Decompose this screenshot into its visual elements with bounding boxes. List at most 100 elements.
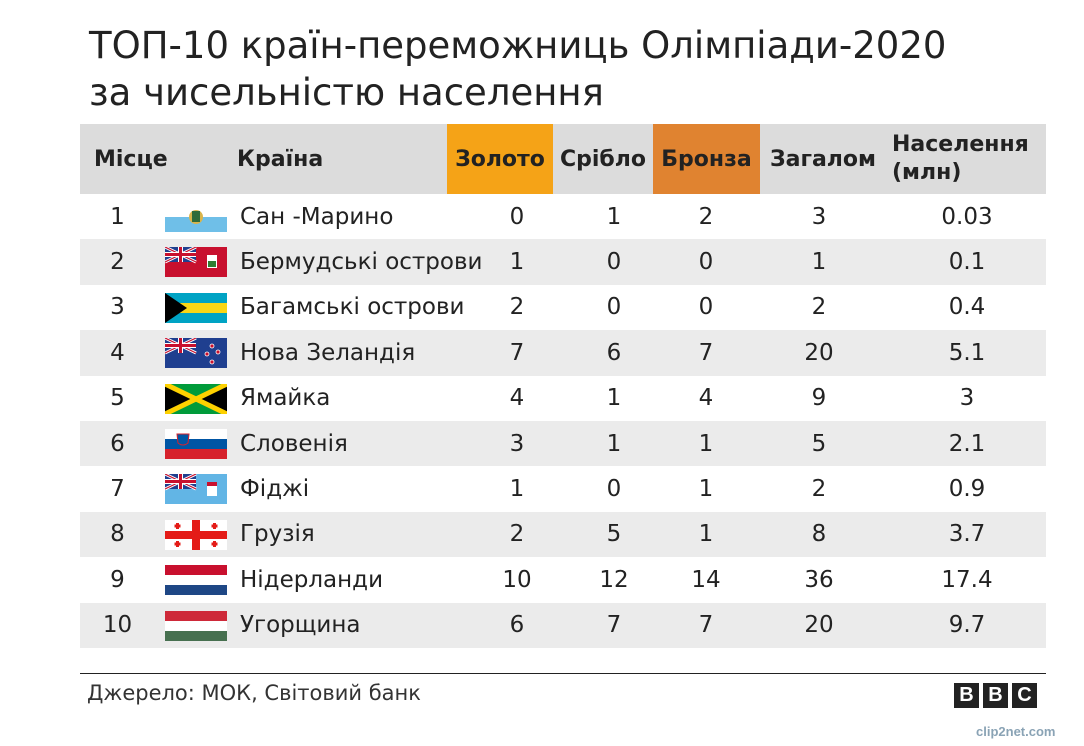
table-row: 8 Грузія 2 5 1 8 3.7	[80, 511, 1046, 558]
cell-country: Угорщина	[240, 612, 361, 639]
cell-rank: 10	[102, 612, 133, 639]
cell-rank: 6	[110, 430, 125, 457]
cell-population: 0.03	[941, 203, 993, 230]
bermuda-flag-icon	[165, 247, 227, 278]
table-row: 7 Фіджі 1 0 1 2 0.9	[80, 466, 1046, 511]
cell-bronze: 4	[698, 385, 714, 412]
cell-bronze: 0	[698, 249, 714, 276]
table-row: 3 Багамські острови 2 0 0 2 0.4	[80, 285, 1046, 330]
cell-gold: 1	[509, 249, 525, 276]
hungary-flag-icon	[165, 610, 227, 641]
cell-total: 2	[811, 476, 827, 503]
table-row: 1 Сан -Марино 0 1 2 3 0.03	[80, 194, 1046, 239]
table-row: 5 Ямайка 4 1 4 9 3	[80, 376, 1046, 421]
medal-table: Місце Країна Золото Срібло Бронза Загало…	[80, 124, 1046, 648]
cell-rank: 4	[110, 339, 125, 366]
cell-rank: 9	[110, 566, 125, 593]
cell-rank: 1	[110, 203, 125, 230]
header-country: Країна	[237, 146, 324, 172]
cell-total: 8	[811, 521, 827, 548]
cell-total: 20	[804, 339, 834, 366]
cell-silver: 1	[606, 385, 622, 412]
table-row: 10 Угорщина 6 7 7 20 9.7	[80, 602, 1046, 648]
chart-title-line-1: ТОП-10 країн-переможниць Олімпіади-2020	[89, 24, 947, 67]
cell-total: 36	[804, 566, 834, 593]
header-bronze: Бронза	[653, 124, 760, 194]
cell-bronze: 7	[698, 339, 714, 366]
new-zealand-flag-icon	[165, 338, 227, 369]
bbc-logo-letter: B	[983, 683, 1008, 708]
cell-population: 17.4	[941, 566, 993, 593]
cell-silver: 12	[599, 566, 629, 593]
cell-total: 9	[811, 385, 827, 412]
cell-bronze: 14	[691, 566, 721, 593]
cell-rank: 2	[110, 249, 125, 276]
cell-gold: 10	[502, 566, 532, 593]
table-row: 4 Нова Зеландія 7 6 7 20 5.1	[80, 330, 1046, 376]
cell-population: 5.1	[948, 339, 986, 366]
fiji-flag-icon	[165, 474, 227, 505]
cell-silver: 6	[606, 339, 622, 366]
cell-bronze: 1	[698, 521, 714, 548]
cell-population: 3	[959, 385, 975, 412]
cell-gold: 3	[509, 430, 525, 457]
table-header: Місце Країна Золото Срібло Бронза Загало…	[80, 124, 1046, 194]
header-gold: Золото	[447, 124, 553, 194]
cell-rank: 7	[110, 476, 125, 503]
cell-silver: 0	[606, 294, 622, 321]
cell-silver: 0	[606, 249, 622, 276]
bbc-logo: B B C	[954, 683, 1037, 708]
bbc-logo-letter: B	[954, 683, 979, 708]
cell-population: 0.9	[948, 476, 986, 503]
bahamas-flag-icon	[165, 292, 227, 323]
cell-bronze: 7	[698, 612, 714, 639]
cell-country: Бермудські острови	[240, 249, 483, 276]
cell-gold: 2	[509, 294, 525, 321]
cell-total: 1	[811, 249, 827, 276]
cell-population: 9.7	[948, 612, 986, 639]
header-population-line-2: (млн)	[892, 160, 962, 185]
bbc-logo-letter: C	[1012, 683, 1037, 708]
cell-total: 3	[811, 203, 827, 230]
cell-gold: 4	[509, 385, 525, 412]
slovenia-flag-icon	[165, 428, 227, 459]
cell-country: Нідерланди	[240, 566, 384, 593]
cell-bronze: 2	[698, 203, 714, 230]
cell-population: 3.7	[948, 521, 986, 548]
cell-silver: 7	[606, 612, 622, 639]
cell-rank: 3	[110, 294, 125, 321]
cell-country: Словенія	[240, 430, 348, 457]
cell-population: 0.4	[948, 294, 986, 321]
cell-bronze: 1	[698, 476, 714, 503]
cell-country: Нова Зеландія	[240, 339, 416, 366]
cell-country: Сан -Марино	[240, 203, 394, 230]
georgia-flag-icon	[165, 519, 227, 550]
cell-rank: 5	[110, 385, 125, 412]
chart-title: ТОП-10 країн-переможниць Олімпіади-2020 …	[89, 22, 1049, 116]
table-row: 2 Бермудські острови 1 0 0 1 0.1	[80, 239, 1046, 285]
header-total: Загалом	[769, 146, 877, 172]
cell-total: 5	[811, 430, 827, 457]
watermark: clip2net.com	[976, 724, 1056, 739]
header-population: Населення (млн)	[892, 124, 1046, 194]
cell-silver: 1	[606, 430, 622, 457]
header-rank: Місце	[94, 146, 168, 172]
cell-silver: 5	[606, 521, 622, 548]
cell-country: Фіджі	[240, 476, 310, 503]
cell-total: 20	[804, 612, 834, 639]
cell-gold: 2	[509, 521, 525, 548]
table-body: 1 Сан -Марино 0 1 2 3 0.03 2 Бермудські острови 1…	[80, 194, 1046, 648]
cell-population: 0.1	[948, 249, 986, 276]
cell-bronze: 0	[698, 294, 714, 321]
jamaica-flag-icon	[165, 383, 227, 414]
cell-total: 2	[811, 294, 827, 321]
san-marino-flag-icon	[165, 202, 227, 232]
chart-title-line-2: за чисельністю населення	[89, 71, 604, 114]
cell-silver: 0	[606, 476, 622, 503]
cell-population: 2.1	[948, 430, 986, 457]
cell-gold: 6	[509, 612, 525, 639]
cell-country: Багамські острови	[240, 294, 465, 321]
netherlands-flag-icon	[165, 565, 227, 596]
cell-gold: 7	[509, 339, 525, 366]
cell-silver: 1	[606, 203, 622, 230]
